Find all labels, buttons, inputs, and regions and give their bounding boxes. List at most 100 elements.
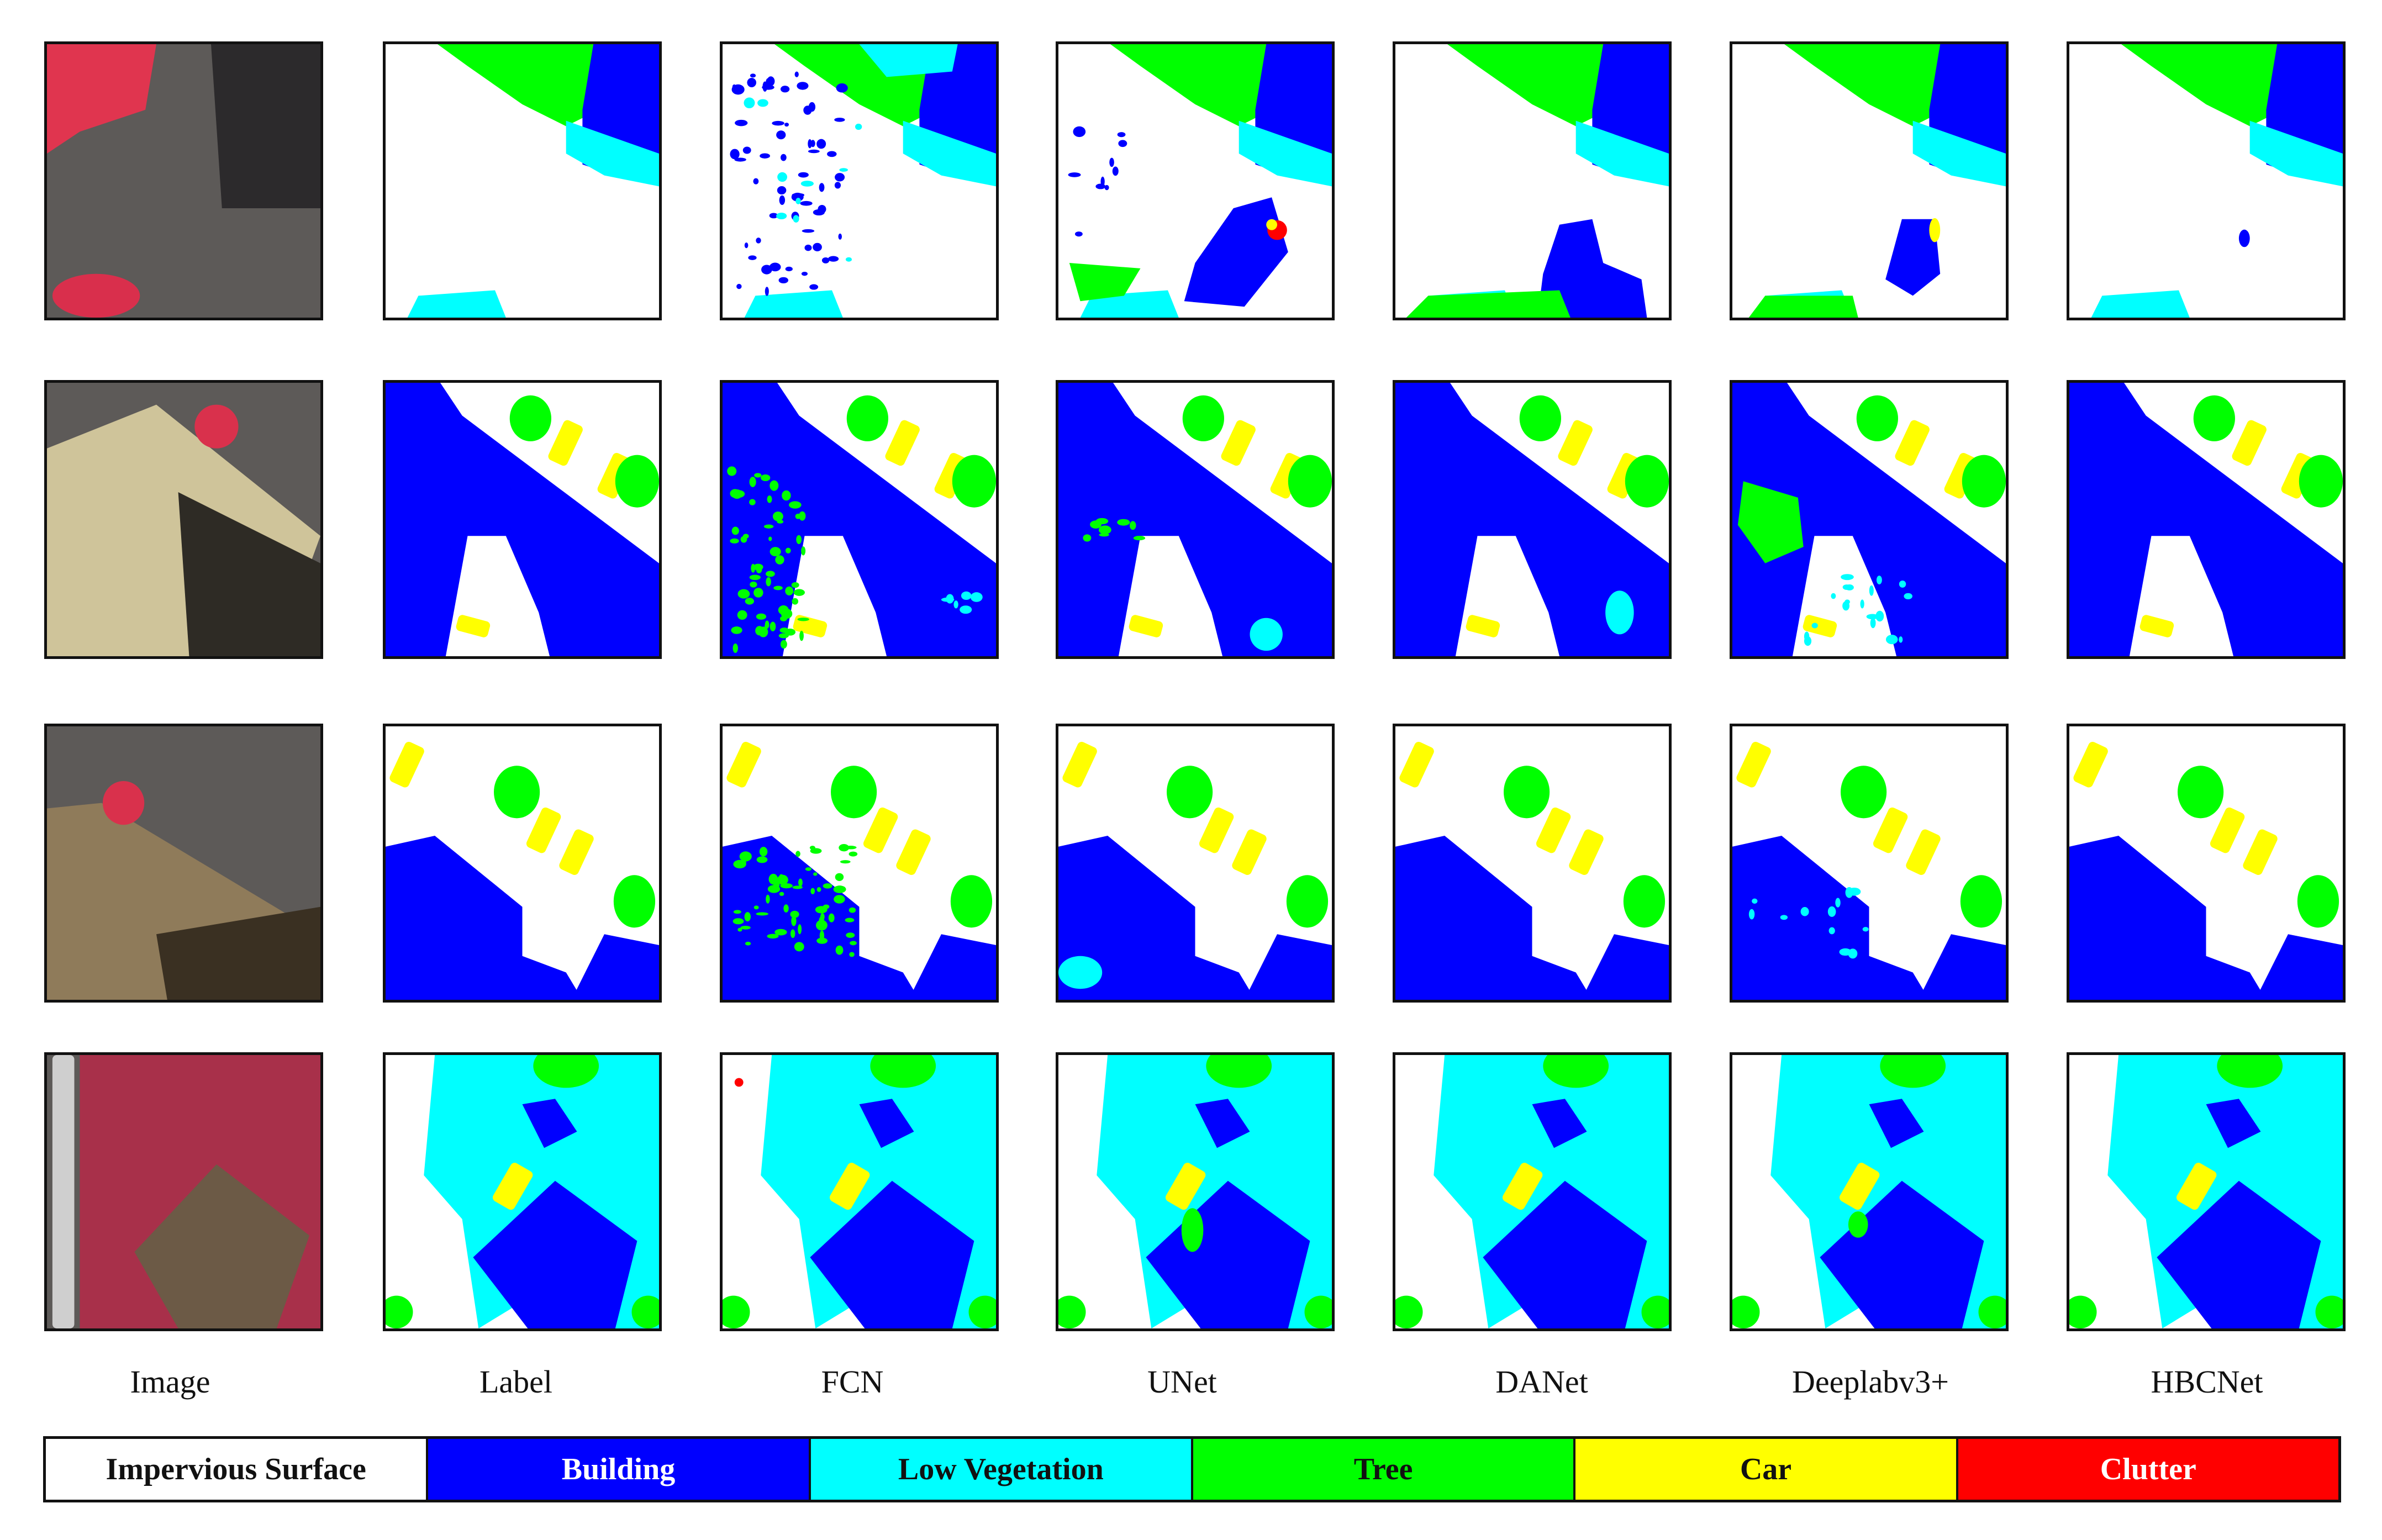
segmentation-map: [1732, 1055, 2006, 1328]
noise-speck: [742, 534, 749, 539]
legend-low-vegetation: Low Vegetation: [810, 1439, 1193, 1500]
segmentation-map: [2069, 383, 2343, 656]
noise-speck: [731, 526, 739, 535]
tree-region: [1623, 875, 1666, 928]
building-region: [1532, 1099, 1587, 1148]
tree-region: [1167, 766, 1213, 819]
segmentation-tile-label: [383, 1052, 662, 1331]
vegetation-red: [102, 781, 145, 825]
tree-region: [1543, 1055, 1609, 1088]
noise-speck: [735, 119, 748, 126]
noise-speck: [1104, 184, 1109, 191]
noise-speck: [793, 215, 799, 223]
tree-region: [1110, 44, 1288, 126]
building-region: [1244, 934, 1332, 1000]
noise-speck: [1845, 599, 1850, 604]
low-vegetation-region: [2091, 290, 2190, 318]
low-vegetation-region: [1575, 120, 1669, 187]
segmentation-map: [2091, 44, 2343, 318]
noise-speck: [731, 626, 742, 634]
noise-speck: [793, 589, 805, 596]
tree-region: [494, 766, 540, 819]
noise-speck: [1835, 898, 1841, 908]
building-region: [386, 836, 583, 1000]
noise-speck: [732, 84, 736, 89]
low-vegetation-region: [1239, 120, 1332, 187]
noise-speck: [753, 905, 759, 910]
noise-speck: [784, 629, 796, 636]
noise-speck: [795, 198, 801, 204]
noise-speck: [775, 555, 784, 565]
tree-region: [631, 1295, 659, 1328]
noise-speck: [836, 83, 848, 93]
noise-speck: [769, 262, 781, 272]
column-label-deeplabv3plus: Deeplabv3+: [1792, 1364, 1949, 1400]
noise-speck: [833, 885, 846, 893]
noise-speck: [765, 287, 769, 296]
noise-speck: [737, 589, 750, 599]
noise-speck: [1885, 635, 1898, 645]
car-region: [1232, 829, 1267, 875]
noise-speck: [792, 885, 803, 889]
noise-speck: [816, 937, 828, 944]
noise-speck: [1112, 166, 1119, 176]
noise-speck: [780, 86, 790, 93]
tree-region: [1406, 290, 1571, 318]
noise-speck: [777, 186, 787, 195]
noise-speck: [772, 120, 784, 126]
car-region: [1839, 1163, 1880, 1210]
noise-speck: [770, 621, 776, 632]
segmentation-tile-deeplabv3plus: [1730, 380, 2009, 659]
low-vegetation-region: [1912, 120, 2006, 187]
segmentation-map: [386, 383, 659, 656]
segmentation-map: [723, 383, 996, 656]
noise-speck: [753, 178, 759, 184]
car-region: [829, 1163, 870, 1210]
building-region: [1058, 836, 1256, 1000]
segmentation-tile-hbcnet: [2067, 41, 2346, 320]
noise-speck: [766, 577, 771, 587]
noise-speck: [781, 608, 793, 619]
noise-speck: [804, 244, 812, 251]
segmentation-tile-deeplabv3plus: [1730, 41, 2009, 320]
noise-speck: [776, 130, 786, 140]
noise-speck: [1839, 948, 1852, 956]
noise-speck: [801, 271, 808, 276]
noise-speck: [1074, 231, 1083, 237]
noise-speck: [840, 860, 851, 864]
car-region: [1266, 219, 1277, 230]
noise-speck: [797, 82, 809, 90]
segmentation-tile-danet: [1393, 724, 1672, 1003]
segmentation-map: [1395, 383, 1669, 656]
tree-region: [1395, 1295, 1423, 1328]
noise-speck: [823, 883, 832, 889]
segmentation-map: [1058, 383, 1332, 656]
car-region: [2210, 807, 2245, 853]
noise-speck: [780, 640, 787, 649]
noise-speck: [749, 574, 761, 581]
noise-speck: [1811, 623, 1818, 629]
noise-speck: [849, 952, 855, 957]
noise-speck: [803, 106, 812, 115]
noise-speck: [791, 915, 797, 926]
tree-region: [1625, 455, 1669, 508]
building-region: [1184, 197, 1288, 307]
car-region: [793, 615, 828, 637]
legend-building: Building: [428, 1439, 811, 1500]
noise-speck: [740, 925, 751, 930]
noise-speck: [744, 912, 751, 922]
noise-speck: [815, 920, 828, 931]
noise-speck: [1827, 906, 1836, 917]
input-image-tile: [44, 1052, 323, 1331]
segmentation-tile-unet: [1056, 724, 1335, 1003]
tree-region: [2069, 1295, 2097, 1328]
car-region: [1466, 615, 1500, 637]
noise-speck: [767, 934, 779, 939]
noise-speck: [1752, 898, 1758, 904]
building-region: [1537, 219, 1647, 318]
noise-speck: [744, 97, 755, 109]
building-region: [2255, 934, 2343, 1000]
noise-speck: [838, 233, 842, 240]
noise-speck: [739, 851, 752, 862]
